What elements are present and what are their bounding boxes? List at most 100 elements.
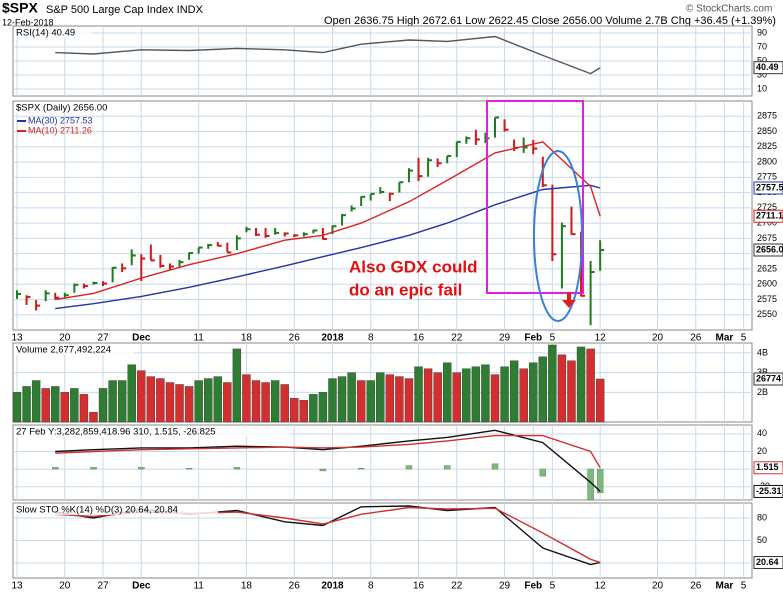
histogram-bar: [443, 465, 451, 470]
volume-bar: [251, 380, 261, 423]
x-tick-label: Mar: [716, 333, 734, 344]
x-tick-label: 5: [550, 581, 556, 592]
volume-bar: [337, 376, 347, 423]
volume-bar: [79, 394, 89, 423]
y-tick-label: 2675: [757, 233, 777, 243]
volume-bar: [557, 354, 567, 423]
volume-bar: [481, 364, 490, 423]
volume-bar: [261, 382, 270, 423]
volume-bar: [165, 382, 175, 423]
x-tick-label: 27: [97, 333, 109, 344]
series-line: [55, 35, 601, 75]
last-value-box: [753, 461, 783, 475]
volume-bar: [98, 388, 108, 423]
x-tick-label: 29: [499, 333, 511, 344]
volume-bar: [290, 398, 299, 423]
title-backdrop: [14, 102, 134, 113]
last-value-box: [753, 61, 783, 75]
y-tick-label: 2725: [757, 202, 777, 212]
x-tick-label: 5: [741, 333, 747, 344]
histogram-bar: [357, 467, 365, 470]
x-tick-label: 11: [193, 333, 204, 344]
legend-entry: MA(10) 2711.26: [28, 125, 92, 135]
volume-bar: [117, 380, 127, 423]
volume-bar: [156, 378, 165, 423]
last-value-label: 1.515: [756, 462, 779, 472]
x-tick-label: 5: [741, 581, 747, 592]
volume-bar: [22, 386, 31, 423]
histogram-bar: [185, 467, 193, 470]
x-tick-label: 18: [241, 581, 253, 592]
volume-bar: [223, 382, 232, 423]
y-tick-label: 20: [757, 446, 767, 456]
arrow: [562, 292, 576, 308]
last-value-label: 20.64: [756, 557, 779, 567]
volume-bar: [433, 372, 442, 423]
volume-bar: [318, 392, 328, 423]
volume-bar: [376, 372, 385, 423]
histogram-bar: [539, 468, 547, 477]
volume-bar: [51, 386, 60, 423]
volume-bar: [452, 372, 461, 423]
y-tick-label: 30: [757, 69, 767, 79]
series-line: [55, 184, 601, 310]
volume-bar: [328, 378, 337, 423]
x-tick-label: 8: [368, 333, 374, 344]
panel-title: 27 Feb Y:3,282,859,418.96 310, 1.515, -2…: [16, 427, 216, 438]
y-tick-label: 2800: [757, 156, 777, 166]
histogram-bar: [51, 467, 59, 470]
x-tick-label: 13: [11, 333, 23, 344]
volume-bar: [548, 344, 557, 423]
x-tick-label: 26: [289, 333, 301, 344]
x-tick-label: 8: [368, 581, 374, 592]
y-tick-label: 2825: [757, 141, 777, 151]
x-tick-label: 2018: [321, 581, 344, 592]
date: 12-Feb-2018: [2, 17, 54, 27]
volume-bar: [567, 360, 576, 423]
volume-bar: [538, 356, 547, 423]
y-tick-label: 4B: [757, 347, 768, 357]
x-tick-label: Dec: [132, 581, 151, 592]
histogram-bar: [491, 463, 499, 470]
volume-bar: [60, 392, 69, 423]
x-tick-label: 26: [690, 581, 702, 592]
last-value-label: 2656.0: [756, 244, 783, 254]
volume-bar: [242, 374, 251, 423]
volume-bar: [12, 392, 22, 423]
x-tick-label: 22: [451, 581, 463, 592]
volume-bar: [146, 376, 156, 423]
y-tick-label: 3B: [757, 367, 768, 377]
volume-bar: [366, 380, 375, 423]
x-tick-label: 20: [59, 333, 71, 344]
annotation: do an epic fail: [349, 280, 462, 299]
volume-bar: [443, 362, 452, 423]
volume-bar: [490, 374, 500, 423]
volume-bar: [309, 394, 318, 423]
y-tick-label: 2875: [757, 111, 777, 121]
index-name: S&P 500 Large Cap Index INDX: [46, 4, 204, 16]
volume-bar: [203, 378, 213, 423]
volume-bar: [299, 400, 308, 423]
volume-bar: [414, 366, 423, 423]
volume-bar: [108, 380, 117, 423]
volume-bar: [184, 386, 194, 423]
series-line: [55, 141, 601, 301]
y-tick-label: 2550: [757, 309, 777, 319]
annotation: Also GDX could: [349, 257, 477, 276]
volume-bar: [213, 376, 222, 423]
last-value-label: 2711.1: [756, 211, 783, 221]
y-tick-label: 80: [757, 512, 767, 522]
panel-frame: [12, 424, 753, 501]
y-tick-label: 2775: [757, 172, 777, 182]
x-tick-label: Dec: [132, 333, 151, 344]
volume-bar: [232, 348, 242, 423]
y-tick-label: 10: [757, 83, 767, 93]
y-tick-label: 2625: [757, 263, 777, 273]
x-tick-label: 26: [690, 333, 702, 344]
last-value-label: 40.49: [756, 62, 779, 72]
x-tick-label: 27: [97, 581, 109, 592]
volume-bar: [576, 346, 586, 423]
last-value-label: -25.31: [756, 486, 782, 496]
histogram-bar: [138, 467, 145, 470]
